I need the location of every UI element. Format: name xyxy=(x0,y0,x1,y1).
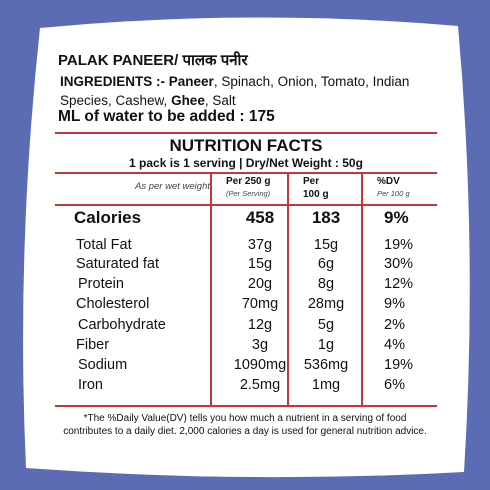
footnote: *The %Daily Value(DV) tells you how much… xyxy=(63,413,427,437)
nutrient-value: 5g xyxy=(317,317,335,333)
serving: 1 pack is 1 serving | Dry/Net Weight : 5… xyxy=(129,156,363,170)
nutrient-value: 9% xyxy=(384,208,409,227)
nutrient-name: Carbohydrate xyxy=(78,317,166,333)
nutrient-value: 6% xyxy=(384,377,405,393)
nutrient-name: Saturated fat xyxy=(76,256,160,272)
column-rule xyxy=(361,172,363,406)
ingredients: INGREDIENTS :- Paneer, Spinach, Onion, T… xyxy=(60,72,420,110)
rule xyxy=(55,132,437,134)
nutrient-value: 70mg xyxy=(241,296,279,312)
product-title: PALAK PANEER/ पालक पनीर xyxy=(58,52,248,69)
nutrient-value: 1090mg xyxy=(233,357,287,373)
ingredient: , Salt xyxy=(204,93,236,108)
nutrition-title: NUTRITION FACTS xyxy=(169,136,323,155)
column-subheader: Per 100 g xyxy=(377,189,410,198)
nutrient-name: Protein xyxy=(78,276,124,292)
nutrient-value: 19% xyxy=(384,237,414,253)
column-header: Per xyxy=(303,176,320,187)
column-header: As per wet weight xyxy=(135,181,210,192)
nutrient-value: 3g xyxy=(251,337,269,353)
column-header: %DV xyxy=(377,176,400,187)
ingredients-label: INGREDIENTS :- xyxy=(60,74,166,89)
nutrient-value: 4% xyxy=(384,337,405,353)
column-rule xyxy=(287,172,289,406)
nutrient-name: Fiber xyxy=(76,337,110,353)
nutrient-value: 9% xyxy=(384,296,405,312)
nutrient-value: 183 xyxy=(311,208,341,227)
nutrient-value: 1g xyxy=(317,337,335,353)
nutrient-value: 458 xyxy=(245,208,275,227)
nutrient-name: Sodium xyxy=(78,357,128,373)
nutrient-value: 536mg xyxy=(303,357,349,373)
nutrient-value: 15g xyxy=(313,237,339,253)
nutrient-value: 20g xyxy=(247,276,273,292)
nutrient-value: 1mg xyxy=(311,377,341,393)
column-subheader: (Per Serving) xyxy=(226,189,271,198)
nutrient-value: 2.5mg xyxy=(239,377,281,393)
nutrient-value: 19% xyxy=(384,357,414,373)
nutrient-value: 8g xyxy=(317,276,335,292)
ingredient: , Spinach, Onion, Tomato, Indian Species… xyxy=(60,74,410,108)
nutrient-value: 30% xyxy=(384,256,414,272)
nutrient-value: 12g xyxy=(247,317,273,333)
nutrient-name: Cholesterol xyxy=(76,296,150,312)
nutrient-value: 28mg xyxy=(307,296,345,312)
rule xyxy=(55,172,437,174)
column-header: Per 250 g xyxy=(226,176,271,187)
nutrient-value: 12% xyxy=(384,276,414,292)
rule xyxy=(55,204,437,206)
nutrient-value: 15g xyxy=(247,256,273,272)
nutrient-name: Calories xyxy=(74,208,142,227)
nutrient-name: Total Fat xyxy=(76,237,132,253)
water-note: ML of water to be added : 175 xyxy=(58,108,275,125)
column-rule xyxy=(210,172,212,406)
ingredient: Paneer xyxy=(168,74,214,89)
column-subheader: 100 g xyxy=(303,189,329,200)
nutrient-value: 6g xyxy=(317,256,335,272)
nutrient-name: Iron xyxy=(78,377,103,393)
ingredient: Ghee xyxy=(171,93,205,108)
rule xyxy=(55,405,437,407)
nutrient-value: 2% xyxy=(384,317,405,333)
nutrient-value: 37g xyxy=(247,237,273,253)
